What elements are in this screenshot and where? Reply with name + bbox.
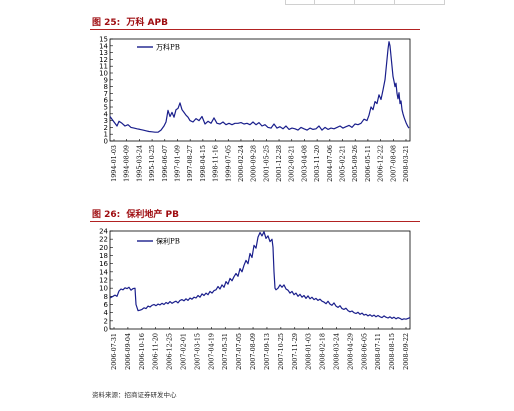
y-tick-label: 22 <box>99 236 108 244</box>
y-tick-label: 4 <box>104 309 109 317</box>
y-tick-label: 8 <box>104 293 108 301</box>
x-tick-label: 2007-03-15 <box>193 333 201 370</box>
x-tick-label: 1997-08-27 <box>186 145 194 182</box>
legend-label: 保利PB <box>156 237 180 246</box>
x-tick-label: 1994-08-09 <box>123 145 131 182</box>
x-tick-label: 1998-04-15 <box>199 145 207 182</box>
x-tick-label: 2007-11-29 <box>291 333 299 370</box>
figure-26-title: 图 26: 保利地产 PB <box>92 207 179 220</box>
figure-26-name: 保利地产 PB <box>126 210 179 220</box>
x-tick-label: 2008-03-24 <box>332 333 340 370</box>
x-tick-label: 2008-03-21 <box>402 145 410 182</box>
x-tick-label: 1997-01-09 <box>173 145 181 182</box>
x-tick-label: 2000-02-24 <box>237 145 245 182</box>
x-tick-label: 2006-12-25 <box>166 333 174 370</box>
figure-26-label: 图 26: <box>92 210 121 220</box>
x-tick-label: 2008-09-22 <box>402 333 410 370</box>
y-tick-label: 16 <box>99 260 108 268</box>
y-tick-label: 4 <box>104 110 109 118</box>
x-tick-label: 2007-10-25 <box>277 333 285 370</box>
y-tick-label: 2 <box>104 317 108 325</box>
y-tick-label: 12 <box>99 277 108 285</box>
x-tick-label: 1994-01-03 <box>110 145 118 182</box>
x-tick-label: 2003-04-08 <box>300 145 308 182</box>
y-tick-label: 14 <box>99 42 108 50</box>
x-tick-label: 2008-04-29 <box>346 333 354 370</box>
x-tick-label: 2003-11-20 <box>313 145 321 182</box>
y-tick-label: 20 <box>99 244 108 252</box>
x-tick-label: 2000-09-28 <box>250 145 258 182</box>
x-tick-label: 2007-04-19 <box>207 333 215 370</box>
y-tick-label: 9 <box>104 76 108 84</box>
y-tick-label: 2 <box>104 124 108 132</box>
x-tick-label: 2007-07-05 <box>235 333 243 370</box>
x-tick-label: 2008-01-03 <box>305 333 313 370</box>
x-tick-label: 1995-10-25 <box>148 145 156 182</box>
x-tick-label: 2006-05-11 <box>364 145 372 182</box>
plot-frame <box>109 38 411 142</box>
figure-26-rule <box>90 221 420 222</box>
x-tick-label: 2006-10-16 <box>138 333 146 370</box>
header-table-remnant <box>285 0 445 5</box>
figure-25-label: 图 25: <box>92 18 121 28</box>
series-line <box>109 41 410 133</box>
x-tick-label: 2008-06-05 <box>360 333 368 370</box>
y-tick-label: 0 <box>104 326 108 334</box>
y-tick-label: 10 <box>99 285 108 293</box>
x-tick-label: 2001-05-25 <box>262 145 270 182</box>
x-tick-label: 2006-07-31 <box>110 333 118 370</box>
x-tick-label: 1995-03-24 <box>135 145 143 182</box>
x-tick-label: 2008-07-11 <box>374 333 382 370</box>
y-tick-label: 15 <box>99 36 108 44</box>
x-tick-label: 2007-02-01 <box>180 333 188 370</box>
figure-25-rule <box>90 29 420 30</box>
x-tick-label: 2002-08-21 <box>288 145 296 182</box>
y-tick-label: 24 <box>99 228 108 236</box>
y-tick-label: 0 <box>104 138 108 146</box>
x-tick-label: 2005-02-21 <box>339 145 347 182</box>
x-tick-label: 2007-08-08 <box>389 145 397 182</box>
x-tick-label: 2007-08-09 <box>249 333 257 370</box>
y-tick-label: 1 <box>104 131 108 139</box>
x-tick-label: 2008-08-15 <box>388 333 396 370</box>
figure-25-title: 图 25: 万科 APB <box>92 15 168 28</box>
x-tick-label: 1999-07-05 <box>224 145 232 182</box>
x-tick-label: 2004-07-06 <box>326 145 334 182</box>
x-tick-label: 2006-12-22 <box>377 145 385 182</box>
y-tick-label: 6 <box>104 301 109 309</box>
x-tick-label: 2006-09-04 <box>124 333 132 370</box>
x-tick-label: 2007-05-31 <box>221 333 229 370</box>
y-tick-label: 6 <box>104 97 109 105</box>
y-tick-label: 14 <box>99 268 108 276</box>
y-tick-label: 11 <box>99 63 108 71</box>
x-tick-label: 2007-09-13 <box>263 333 271 370</box>
y-tick-label: 5 <box>104 104 108 112</box>
y-tick-label: 13 <box>99 49 108 57</box>
y-tick-label: 10 <box>99 70 108 78</box>
figure-25-name: 万科 APB <box>126 18 168 28</box>
y-tick-label: 7 <box>104 90 108 98</box>
x-tick-label: 2001-12-28 <box>275 145 283 182</box>
x-tick-label: 2005-09-26 <box>351 145 359 182</box>
x-tick-label: 1996-06-07 <box>161 145 169 182</box>
x-tick-label: 1998-11-16 <box>212 145 220 182</box>
y-tick-label: 3 <box>104 117 108 125</box>
series-line <box>109 231 411 321</box>
legend-label: 万科PB <box>156 43 180 52</box>
y-tick-label: 18 <box>99 252 108 260</box>
y-tick-label: 12 <box>99 56 108 64</box>
x-tick-label: 2008-02-18 <box>319 333 327 370</box>
x-tick-label: 2006-11-20 <box>152 333 160 370</box>
source-note: 资料来源：招商证券研发中心 <box>92 391 177 399</box>
y-tick-label: 8 <box>104 83 108 91</box>
